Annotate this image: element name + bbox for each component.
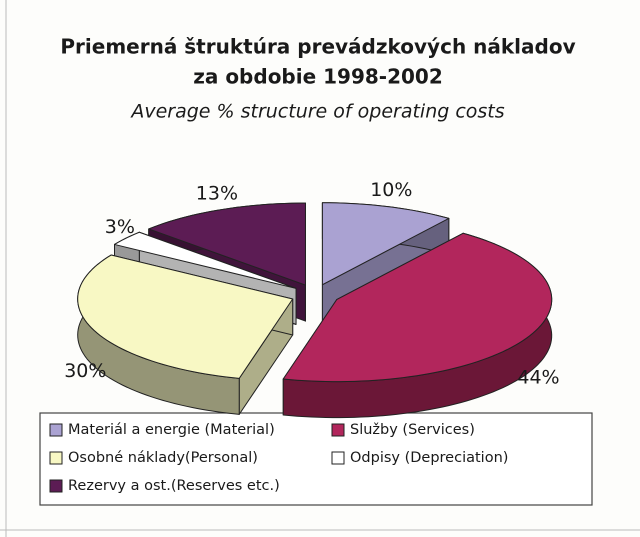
data-label: 13% [196,183,238,205]
legend-swatch [331,451,345,465]
legend-swatch [49,423,63,437]
slice-top [148,202,306,286]
data-label: 44% [517,366,559,388]
slice [282,232,553,419]
legend-label: Služby (Services) [350,422,475,438]
data-label: 10% [370,179,412,201]
slice-top [77,254,294,379]
chart-title: za obdobie 1998-2002 [193,65,443,89]
legend-label: Materiál a energie (Material) [68,422,275,438]
slice-top [114,231,297,289]
chart-subtitle: Average % structure of operating costs [129,101,504,123]
legend-label: Odpisy (Depreciation) [350,450,508,466]
data-label: 30% [64,360,106,382]
legend-swatch [331,423,345,437]
legend [39,412,593,506]
slice [77,254,294,415]
legend-swatch [49,479,63,493]
chart-title: Priemerná štruktúra prevádzkových náklad… [60,35,575,59]
slice-top [321,202,450,286]
legend-swatch [49,451,63,465]
data-label: 3% [105,216,135,238]
slice-top [282,232,553,383]
legend-label: Osobné náklady(Personal) [68,450,258,466]
legend-label: Rezervy a ost.(Reserves etc.) [68,478,280,494]
